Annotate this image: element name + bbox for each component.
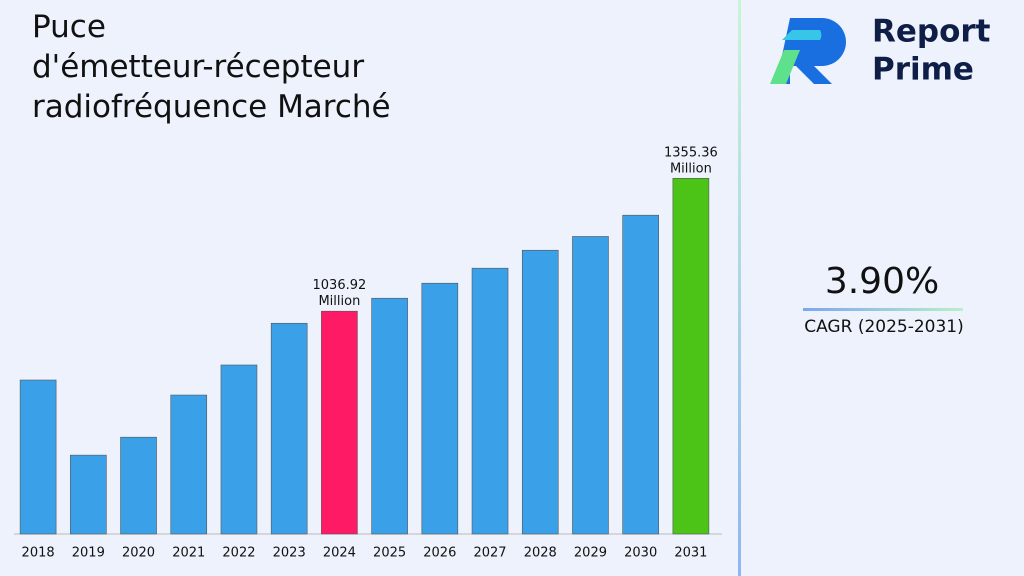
x-tick-label: 2028 — [524, 546, 557, 561]
cagr-value: 3.90% — [825, 261, 939, 302]
underline — [803, 308, 963, 311]
bar — [170, 394, 208, 535]
bar — [521, 249, 559, 535]
value-label: 1036.92 Million — [313, 278, 367, 309]
logo — [770, 18, 846, 84]
x-tick-label: 2027 — [473, 546, 506, 561]
bar — [220, 364, 258, 535]
brand-line: Prime — [872, 52, 974, 88]
x-tick-label: 2020 — [122, 546, 155, 561]
bar — [622, 214, 659, 535]
bar — [270, 322, 308, 535]
brand-line: Report — [872, 14, 991, 50]
bar — [371, 297, 408, 535]
x-tick-label: 2031 — [674, 546, 707, 561]
cagr-label: CAGR (2025-2031) — [804, 317, 964, 337]
bar — [572, 236, 609, 535]
x-tick-label: 2021 — [172, 546, 205, 561]
x-tick-label: 2024 — [323, 546, 356, 561]
bar — [672, 178, 710, 535]
x-tick-label: 2026 — [423, 546, 456, 561]
x-tick-label: 2023 — [273, 546, 306, 561]
bar — [120, 436, 157, 535]
x-tick-label: 2029 — [574, 546, 607, 561]
divider — [738, 0, 741, 576]
x-tick-label: 2018 — [22, 546, 55, 561]
bar — [19, 379, 57, 535]
x-tick-label: 2022 — [222, 546, 255, 561]
bar — [321, 310, 358, 535]
chart-title: Puce d'émetteur-récepteur radiofréquence M… — [32, 9, 391, 125]
x-tick-label: 2019 — [72, 546, 105, 561]
bar — [421, 282, 459, 535]
bar — [70, 454, 107, 535]
x-tick-label: 2030 — [624, 546, 657, 561]
x-tick-label: 2025 — [373, 546, 406, 561]
bar — [471, 267, 509, 535]
value-label: 1355.36 Million — [664, 145, 718, 176]
